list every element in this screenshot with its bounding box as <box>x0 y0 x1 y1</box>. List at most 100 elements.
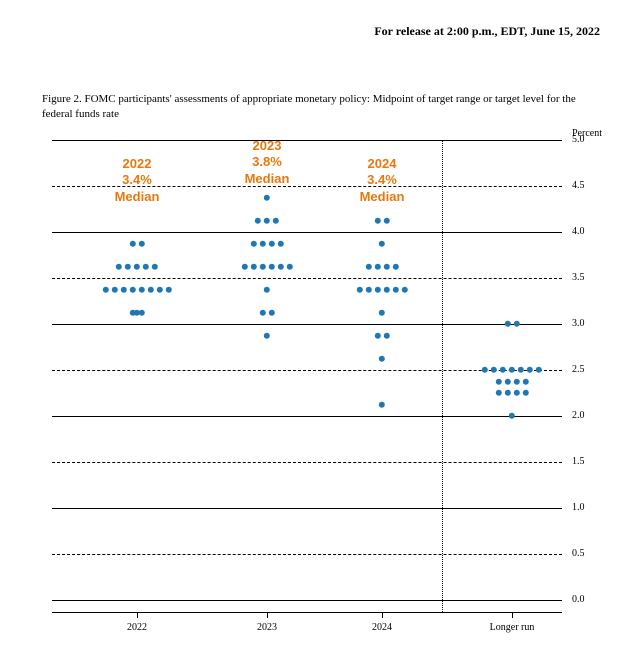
data-dot <box>264 286 270 292</box>
data-dot <box>264 194 270 200</box>
data-dot <box>518 367 524 373</box>
y-tick-label: 2.0 <box>572 410 585 421</box>
data-dot <box>134 263 140 269</box>
data-dot <box>509 413 515 419</box>
data-dot <box>116 263 122 269</box>
y-tick-label: 3.0 <box>572 318 585 329</box>
data-dot <box>482 367 488 373</box>
gridline-minor <box>52 278 562 279</box>
data-dot <box>365 263 371 269</box>
data-dot <box>259 309 265 315</box>
data-dot <box>522 390 528 396</box>
gridline-major <box>52 140 562 141</box>
data-dot <box>268 240 274 246</box>
data-dot <box>138 240 144 246</box>
data-dot <box>138 309 144 315</box>
x-tick <box>512 612 513 618</box>
median-annotation: 20233.8%Median <box>245 138 290 187</box>
data-dot <box>392 286 398 292</box>
data-dot <box>165 286 171 292</box>
data-dot <box>259 263 265 269</box>
gridline-minor <box>52 462 562 463</box>
data-dot <box>129 240 135 246</box>
y-tick-label: 0.0 <box>572 594 585 605</box>
data-dot <box>152 263 158 269</box>
data-dot <box>495 378 501 384</box>
y-tick-label: 5.0 <box>572 134 585 145</box>
gridline-major <box>52 416 562 417</box>
data-dot <box>379 355 385 361</box>
y-tick-label: 4.0 <box>572 226 585 237</box>
data-dot <box>374 332 380 338</box>
data-dot <box>527 367 533 373</box>
x-tick <box>267 612 268 618</box>
x-axis <box>52 612 562 613</box>
data-dot <box>379 240 385 246</box>
data-dot <box>273 217 279 223</box>
data-dot <box>383 263 389 269</box>
data-dot <box>383 286 389 292</box>
data-dot <box>365 286 371 292</box>
data-dot <box>156 286 162 292</box>
data-dot <box>513 378 519 384</box>
x-tick <box>382 612 383 618</box>
data-dot <box>392 263 398 269</box>
data-dot <box>147 286 153 292</box>
x-tick <box>137 612 138 618</box>
data-dot <box>374 286 380 292</box>
gridline-minor <box>52 554 562 555</box>
data-dot <box>379 401 385 407</box>
data-dot <box>268 263 274 269</box>
data-dot <box>111 286 117 292</box>
data-dot <box>255 217 261 223</box>
data-dot <box>504 378 510 384</box>
y-tick-label: 1.5 <box>572 456 585 467</box>
longer-run-divider <box>442 140 443 612</box>
data-dot <box>241 263 247 269</box>
data-dot <box>379 309 385 315</box>
data-dot <box>120 286 126 292</box>
x-tick-label: 2023 <box>257 622 277 633</box>
data-dot <box>374 217 380 223</box>
data-dot <box>504 390 510 396</box>
data-dot <box>125 263 131 269</box>
gridline-major <box>52 508 562 509</box>
y-tick-label: 2.5 <box>572 364 585 375</box>
dot-plot: Percent0.01.02.03.04.05.00.51.52.53.54.5… <box>42 134 602 634</box>
data-dot <box>277 263 283 269</box>
data-dot <box>509 367 515 373</box>
data-dot <box>250 263 256 269</box>
data-dot <box>259 240 265 246</box>
data-dot <box>513 390 519 396</box>
data-dot <box>264 332 270 338</box>
data-dot <box>143 263 149 269</box>
x-tick-label: Longer run <box>490 622 535 633</box>
data-dot <box>522 378 528 384</box>
release-line: For release at 2:00 p.m., EDT, June 15, … <box>374 24 600 39</box>
gridline-major <box>52 600 562 601</box>
gridline-major <box>52 324 562 325</box>
y-tick-label: 4.5 <box>572 180 585 191</box>
data-dot <box>495 390 501 396</box>
data-dot <box>138 286 144 292</box>
median-annotation: 20243.4%Median <box>360 156 405 205</box>
data-dot <box>129 286 135 292</box>
y-tick-label: 3.5 <box>572 272 585 283</box>
y-tick-label: 0.5 <box>572 548 585 559</box>
data-dot <box>374 263 380 269</box>
data-dot <box>500 367 506 373</box>
data-dot <box>264 217 270 223</box>
data-dot <box>277 240 283 246</box>
x-tick-label: 2024 <box>372 622 392 633</box>
gridline-major <box>52 232 562 233</box>
data-dot <box>383 217 389 223</box>
data-dot <box>383 332 389 338</box>
data-dot <box>102 286 108 292</box>
data-dot <box>250 240 256 246</box>
median-annotation: 20223.4%Median <box>115 156 160 205</box>
figure-caption: Figure 2. FOMC participants' assessments… <box>42 92 600 122</box>
data-dot <box>286 263 292 269</box>
data-dot <box>356 286 362 292</box>
data-dot <box>513 321 519 327</box>
data-dot <box>536 367 542 373</box>
